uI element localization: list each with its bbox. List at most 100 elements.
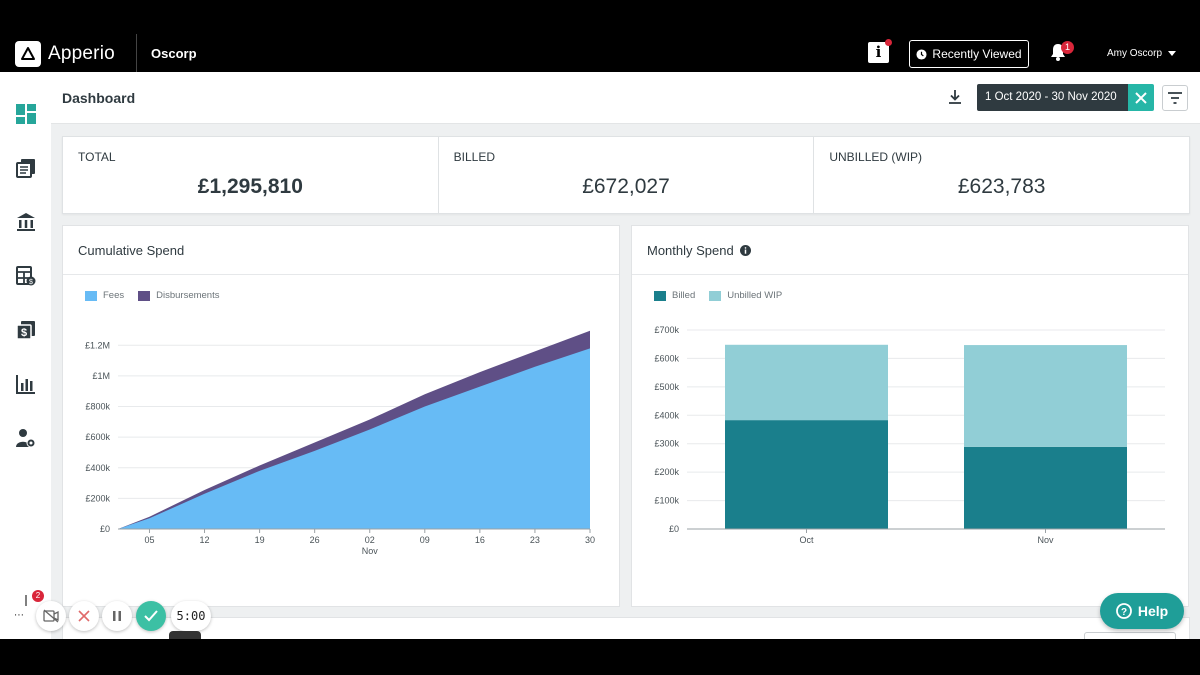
y-tick-label: £1M <box>92 371 110 381</box>
y-tick-label: £600k <box>85 432 110 442</box>
y-tick-label: £400k <box>654 410 679 420</box>
y-tick-label: £300k <box>654 439 679 449</box>
total-label: TOTAL <box>78 150 116 164</box>
invoices-icon[interactable]: $ <box>14 318 38 342</box>
y-tick-label: £400k <box>85 463 110 473</box>
legend-unbilled[interactable]: Unbilled WIP <box>709 290 782 301</box>
billed-label: BILLED <box>453 150 496 164</box>
gift-badge: 2 <box>32 590 44 602</box>
info-notification-dot <box>885 39 892 46</box>
legend-billed[interactable]: Billed <box>654 290 695 301</box>
x-tick-label: 12 <box>200 535 210 545</box>
cumulative-spend-card: Cumulative Spend Fees Disbursements £0 £2… <box>62 225 620 607</box>
monthly-spend-title: Monthly Spend <box>647 243 751 258</box>
svg-text:?: ? <box>1121 607 1127 618</box>
more-options-icon[interactable]: ⋯ <box>9 607 29 627</box>
main-content: Dashboard 1 Oct 2020 - 30 Nov 2020 TOTAL… <box>51 72 1200 639</box>
y-tick-label: £700k <box>654 325 679 335</box>
unbilled-label: UNBILLED (WIP) <box>829 150 923 164</box>
fees-swatch <box>85 290 97 301</box>
unbilled-bar <box>725 344 888 421</box>
y-tick-label: £800k <box>85 402 110 412</box>
dashboard-icon[interactable] <box>14 102 38 126</box>
disbursements-swatch <box>138 290 151 301</box>
help-label: Help <box>1137 603 1169 619</box>
chevron-down-icon <box>1168 51 1177 56</box>
app-name: Apperio <box>48 43 115 64</box>
unbilled-swatch <box>709 290 722 301</box>
finish-recording-icon[interactable] <box>136 601 166 631</box>
cumulative-spend-title-text: Cumulative Spend <box>78 243 185 258</box>
cumulative-legend: Fees Disbursements <box>85 290 219 301</box>
user-name: Amy Oscorp <box>1107 48 1163 59</box>
x-month-label: Nov <box>362 546 379 556</box>
gift-icon[interactable] <box>18 592 34 611</box>
total-value: £1,295,810 <box>197 175 303 198</box>
monthly-spend-title-text: Monthly Spend <box>647 243 734 258</box>
firms-icon[interactable] <box>14 210 38 234</box>
legend-disbursements[interactable]: Disbursements <box>138 290 219 301</box>
y-tick-label: £1.2M <box>85 340 110 350</box>
help-button[interactable]: ? Help <box>1100 593 1184 629</box>
billed-bar <box>964 446 1127 529</box>
clear-date-icon[interactable] <box>1128 84 1154 111</box>
y-tick-label: £100k <box>654 496 679 506</box>
billed-cell: BILLED £672,027 <box>439 137 815 213</box>
user-settings-icon[interactable] <box>14 426 38 450</box>
totals-summary: TOTAL £1,295,810 BILLED £672,027 UNBILLE… <box>62 136 1190 214</box>
svg-text:$: $ <box>29 279 33 286</box>
matters-icon[interactable] <box>14 156 38 180</box>
sidebar: $ $ <box>0 72 51 639</box>
billed-swatch <box>654 290 666 301</box>
monthly-legend: Billed Unbilled WIP <box>654 290 782 301</box>
legend-fees-label: Fees <box>103 290 125 301</box>
y-tick-label: £500k <box>654 382 679 392</box>
x-tick-label: 23 <box>530 535 540 545</box>
date-range-picker[interactable]: 1 Oct 2020 - 30 Nov 2020 <box>977 84 1128 111</box>
app-logo[interactable]: Apperio <box>15 41 115 67</box>
legend-unbilled-label: Unbilled WIP <box>727 290 783 301</box>
total-cell: TOTAL £1,295,810 <box>63 137 439 213</box>
y-tick-label: £0 <box>669 524 679 534</box>
question-icon: ? <box>1115 603 1132 619</box>
legend-fees[interactable]: Fees <box>85 290 124 301</box>
download-icon[interactable] <box>947 89 963 110</box>
unbilled-cell: UNBILLED (WIP) £623,783 <box>814 137 1189 213</box>
y-tick-label: £200k <box>654 467 679 477</box>
recording-timer: 5:00 <box>171 601 211 631</box>
top-bar: Apperio Oscorp i Recently Viewed 1 Amy O… <box>0 34 1200 72</box>
x-tick-label: 02 <box>365 535 375 545</box>
cumulative-spend-chart: £0 £200k £400k £600k £800k £1M £1.2M 05 12 19 26 02… <box>85 330 595 556</box>
camera-toggle-icon[interactable] <box>36 601 66 631</box>
legend-disbursements-label: Disbursements <box>156 290 220 301</box>
x-tick-label: 09 <box>420 535 430 545</box>
filter-icon[interactable] <box>1162 85 1188 111</box>
user-menu[interactable]: Amy Oscorp <box>1107 48 1177 59</box>
page-title: Dashboard <box>62 90 136 106</box>
info-icon[interactable]: i <box>868 42 889 63</box>
info-circle-icon[interactable] <box>739 245 751 256</box>
x-tick-label: 26 <box>310 535 320 545</box>
monthly-spend-card: Monthly Spend Billed Unbilled WIP £0 £100… <box>631 225 1189 607</box>
bottom-card-button[interactable] <box>1084 632 1176 639</box>
monthly-spend-chart: £0 £100k £200k £300k £400k £500k £600k £700k Oct… <box>654 325 1165 545</box>
pause-icon[interactable] <box>102 601 132 631</box>
organization-name[interactable]: Oscorp <box>151 46 197 61</box>
svg-text:$: $ <box>21 327 27 339</box>
reports-icon[interactable] <box>14 372 38 396</box>
x-tick-label: Oct <box>799 535 814 545</box>
y-tick-label: £200k <box>85 493 110 503</box>
recently-viewed-label: Recently Viewed <box>932 47 1022 61</box>
budgets-icon[interactable]: $ <box>14 264 38 288</box>
x-tick-label: 16 <box>475 535 485 545</box>
cancel-recording-icon[interactable] <box>69 601 99 631</box>
billed-value: £672,027 <box>582 175 670 198</box>
legend-billed-label: Billed <box>672 290 696 301</box>
topbar-divider <box>136 34 137 72</box>
recently-viewed-button[interactable]: Recently Viewed <box>909 40 1029 68</box>
card-divider <box>632 274 1188 275</box>
cumulative-spend-title: Cumulative Spend <box>78 243 184 258</box>
x-tick-label: 19 <box>255 535 265 545</box>
notifications-badge: 1 <box>1061 41 1074 54</box>
